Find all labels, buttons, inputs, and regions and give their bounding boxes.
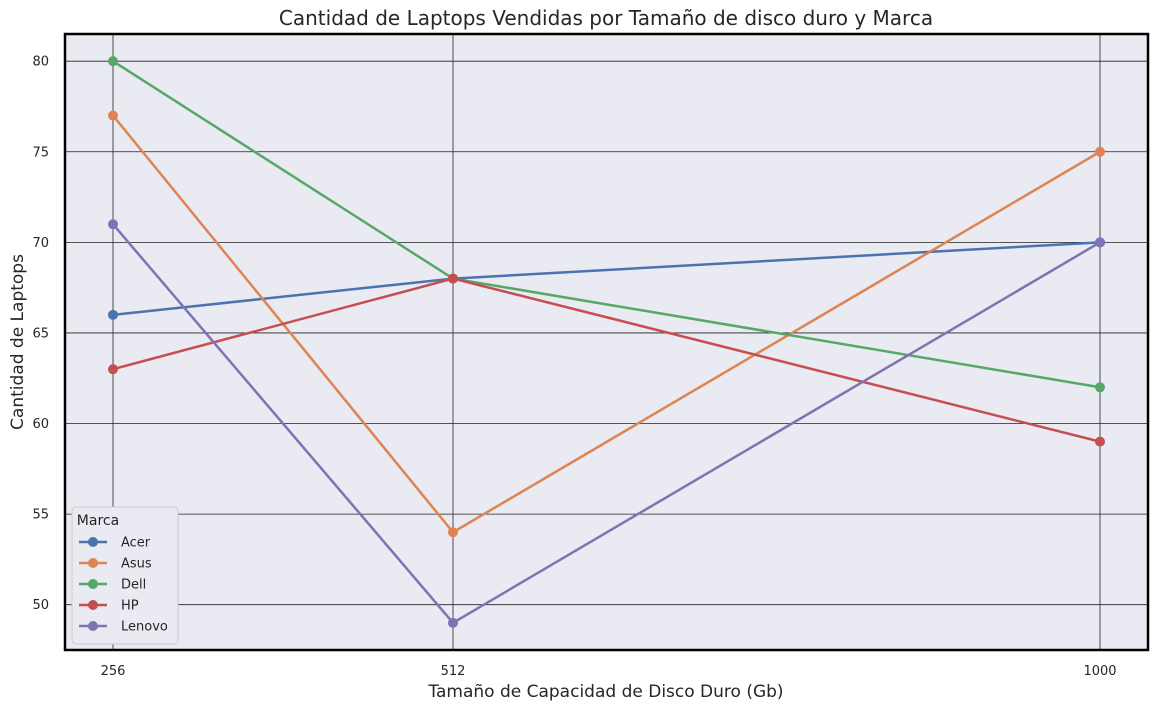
legend: Marca Acer Asus Dell HP Lenovo [71, 506, 179, 645]
legend-swatch-marker [88, 537, 98, 547]
legend-swatch-marker [88, 621, 98, 631]
plot-frame [63, 32, 1150, 652]
data-point [1095, 146, 1105, 157]
plot-area [65, 34, 1148, 650]
series-asus [108, 110, 1105, 538]
y-axis-label: Cantidad de Laptops [8, 254, 28, 430]
data-point [448, 273, 458, 284]
data-point [108, 309, 118, 320]
data-point [1095, 436, 1105, 447]
legend-item: Asus [79, 557, 152, 572]
legend-label: Acer [121, 536, 151, 551]
chart-title: Cantidad de Laptops Vendidas por Tamaño … [279, 6, 933, 30]
y-tick-label: 80 [32, 55, 49, 70]
data-point [108, 219, 118, 230]
legend-label: HP [121, 599, 139, 614]
y-tick-label: 55 [32, 508, 49, 523]
data-point [108, 56, 118, 67]
series-hp [108, 273, 1105, 447]
data-point [1095, 382, 1105, 393]
x-tick-label: 1000 [1083, 664, 1116, 679]
series-lines [108, 56, 1105, 628]
data-point [448, 527, 458, 538]
x-axis-label: Tamaño de Capacidad de Disco Duro (Gb) [427, 682, 783, 702]
y-tick-label: 65 [32, 326, 49, 341]
x-tick-label: 256 [101, 664, 126, 679]
y-tick-label: 70 [32, 236, 49, 251]
y-tick-label: 50 [32, 598, 49, 613]
legend-swatch-marker [88, 600, 98, 610]
legend-item: HP [79, 599, 139, 614]
legend-label: Dell [121, 578, 146, 593]
data-point [1095, 237, 1105, 248]
legend-swatch-marker [88, 579, 98, 589]
data-point [108, 110, 118, 121]
y-tick-label: 60 [32, 417, 49, 432]
legend-item: Dell [79, 578, 146, 593]
legend-label: Asus [121, 557, 152, 572]
series-lenovo [108, 219, 1105, 628]
data-point [108, 364, 118, 375]
legend-item: Lenovo [79, 620, 168, 635]
y-axis-ticks: 50 55 60 65 70 75 80 [32, 55, 49, 614]
legend-title: Marca [77, 513, 119, 529]
legend-items: Acer Asus Dell HP Lenovo [79, 536, 168, 635]
x-tick-label: 512 [441, 664, 466, 679]
y-tick-label: 75 [32, 145, 49, 160]
x-axis-ticks: 256 512 1000 [101, 664, 1117, 679]
legend-swatch-marker [88, 558, 98, 568]
legend-item: Acer [79, 536, 151, 551]
data-point [448, 617, 458, 628]
legend-label: Lenovo [121, 620, 168, 635]
